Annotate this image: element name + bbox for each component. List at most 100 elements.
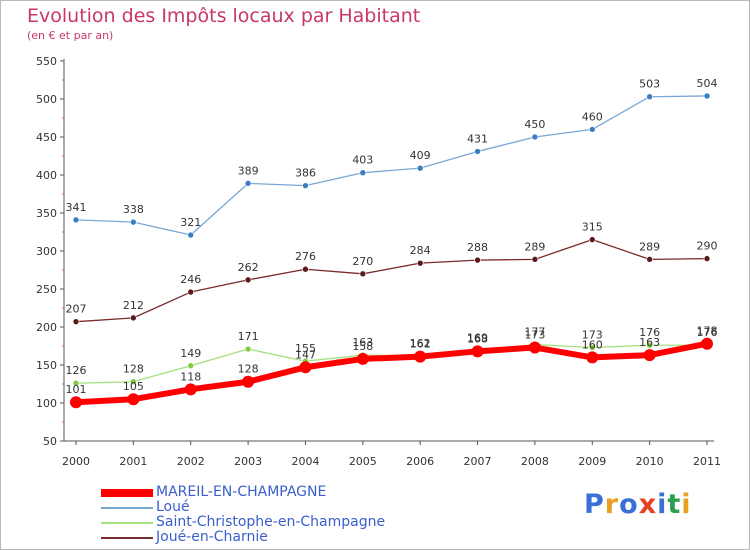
logo-letter: t	[667, 489, 682, 520]
data-label: 168	[467, 332, 488, 345]
data-label: 288	[467, 241, 488, 254]
data-label: 212	[123, 299, 144, 312]
logo-letter: i	[657, 489, 668, 520]
data-point	[416, 259, 424, 267]
data-point	[302, 265, 309, 273]
data-point	[130, 378, 137, 386]
data-point	[302, 182, 309, 189]
data-point	[244, 276, 252, 284]
data-point	[531, 256, 539, 263]
logo-letter: P	[584, 489, 605, 520]
y-tick-label: 550	[36, 55, 57, 68]
data-point	[703, 92, 711, 100]
data-label: 290	[697, 240, 718, 253]
data-label: 118	[180, 370, 201, 383]
x-tick-label: 2004	[291, 455, 319, 468]
legend-label: MAREIL-EN-CHAMPAGNE	[156, 484, 327, 500]
series-line-1	[75, 95, 708, 236]
data-point	[187, 288, 195, 296]
data-point	[356, 352, 369, 365]
data-point	[474, 256, 481, 264]
data-label: 450	[524, 118, 545, 131]
data-point	[416, 164, 424, 172]
data-point	[646, 93, 653, 101]
data-point	[72, 379, 80, 387]
data-point	[703, 255, 711, 262]
data-label: 341	[66, 201, 87, 214]
data-label: 503	[639, 78, 660, 91]
legend-label: Saint-Christophe-en-Champagne	[156, 514, 386, 530]
legend-swatch	[101, 507, 153, 509]
logo-letter: o	[619, 489, 639, 520]
data-label: 284	[410, 244, 431, 257]
data-point	[244, 180, 252, 187]
data-label: 178	[697, 325, 718, 338]
data-label: 409	[410, 149, 431, 162]
data-point	[643, 349, 656, 362]
data-point	[187, 231, 195, 239]
data-label: 101	[66, 383, 87, 396]
data-label: 246	[180, 273, 201, 286]
data-label: 149	[180, 347, 201, 360]
y-tick-label: 200	[36, 321, 57, 334]
data-label: 389	[238, 164, 259, 177]
data-point	[701, 337, 713, 350]
logo-letter: x	[638, 489, 658, 520]
data-label: 163	[352, 336, 373, 349]
y-tick-label: 400	[36, 169, 57, 182]
data-label: 173	[524, 329, 545, 342]
data-point	[72, 318, 80, 325]
data-label: 173	[582, 329, 603, 342]
x-tick-label: 2003	[234, 455, 262, 468]
y-tick-label: 50	[43, 435, 57, 448]
x-tick-label: 2001	[119, 455, 147, 468]
data-label: 270	[352, 255, 373, 268]
data-label: 431	[467, 132, 488, 145]
logo-letter: i	[681, 489, 692, 520]
data-point	[528, 341, 541, 354]
data-point	[70, 396, 82, 409]
data-label: 169	[467, 332, 488, 345]
data-label: 163	[639, 336, 660, 349]
y-tick-label: 450	[36, 131, 57, 144]
data-point	[646, 341, 653, 349]
x-tick-label: 2011	[693, 455, 721, 468]
data-label: 171	[238, 330, 259, 343]
data-point	[130, 314, 137, 322]
legend-swatch	[101, 537, 153, 539]
series-line-3	[75, 238, 708, 323]
x-tick-label: 2007	[464, 455, 492, 468]
x-tick-label: 2002	[177, 455, 205, 468]
data-label: 155	[295, 342, 316, 355]
chart-subtitle: (en € et par an)	[27, 29, 114, 42]
data-label: 315	[582, 221, 603, 234]
data-label: 289	[639, 240, 660, 253]
data-point	[588, 236, 596, 243]
legend-swatch	[101, 522, 153, 524]
data-label: 386	[295, 167, 316, 180]
y-tick-label: 300	[36, 245, 57, 258]
data-point	[184, 383, 197, 396]
data-label: 504	[697, 77, 718, 90]
data-point	[72, 216, 80, 224]
x-tick-label: 2010	[636, 455, 664, 468]
series-line-0	[73, 340, 710, 406]
data-label: 460	[582, 110, 603, 123]
data-label: 177	[524, 325, 545, 338]
data-label: 262	[238, 261, 259, 274]
data-point	[244, 345, 252, 353]
data-label: 276	[295, 250, 316, 263]
chart-title: Evolution des Impôts locaux par Habitant	[27, 5, 421, 27]
series-line-2	[75, 343, 708, 384]
y-tick-label: 250	[36, 283, 57, 296]
y-tick-label: 100	[36, 397, 57, 410]
data-point	[474, 148, 481, 155]
data-point	[414, 350, 427, 363]
logo-letter: r	[604, 489, 620, 520]
data-label: 105	[123, 380, 144, 393]
data-label: 162	[410, 337, 431, 350]
data-label: 207	[66, 303, 87, 316]
data-point	[646, 256, 653, 263]
